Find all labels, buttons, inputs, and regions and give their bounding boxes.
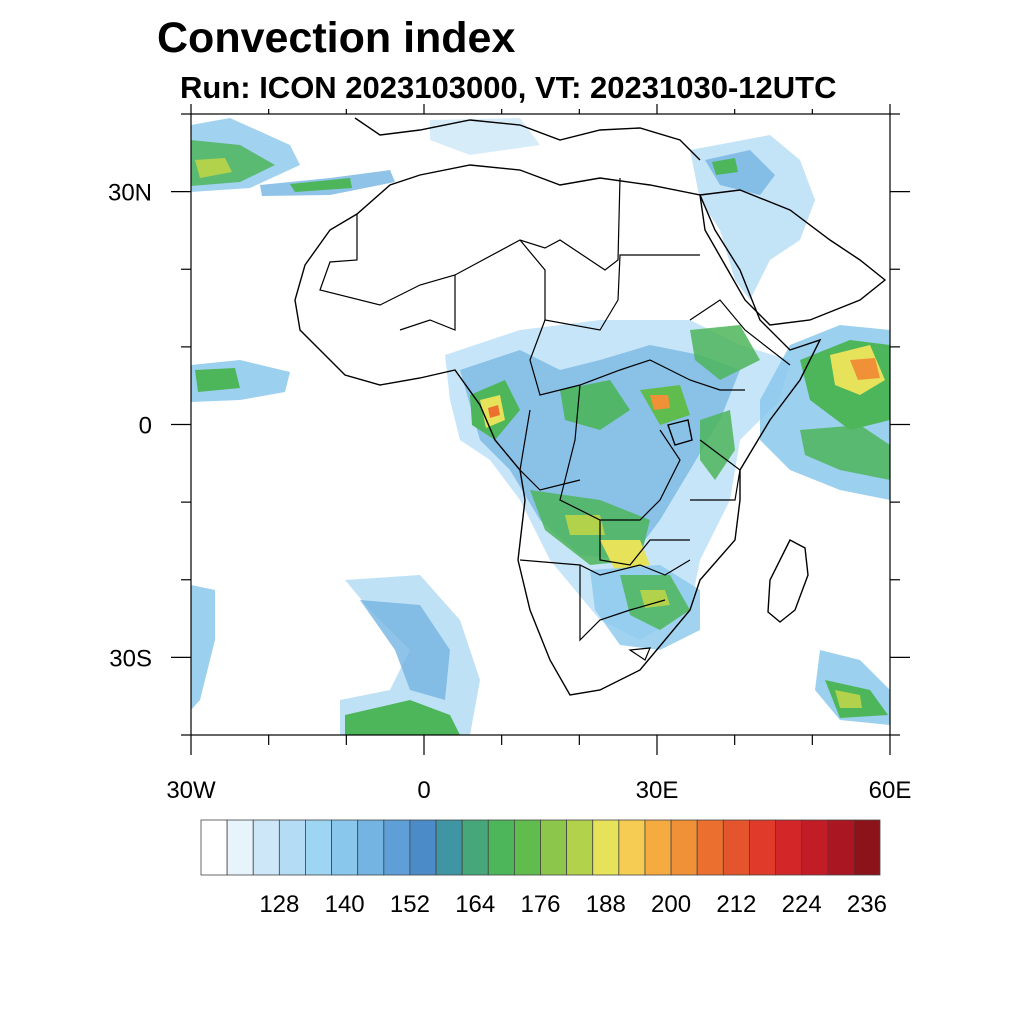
map-title: Convection index: [157, 14, 516, 62]
colorbar-swatch: [487, 819, 515, 876]
colorbar-swatch: [200, 819, 228, 876]
colorbar-swatch: [540, 819, 568, 876]
colorbar-swatch: [566, 819, 594, 876]
field-patch-north-atlantic: [191, 118, 395, 196]
lat-label: 30S: [109, 645, 152, 672]
field-patch-equatorial-atlantic: [191, 360, 290, 402]
colorbar-swatch: [775, 819, 803, 876]
colorbar-swatch: [670, 819, 698, 876]
colorbar-swatch: [618, 819, 646, 876]
colorbar-label: 176: [520, 891, 560, 918]
colorbar-swatch: [801, 819, 829, 876]
colorbar-swatch: [331, 819, 359, 876]
lat-label: 30N: [108, 180, 152, 207]
colorbar-swatch: [278, 819, 306, 876]
colorbar-swatch: [722, 819, 750, 876]
colorbar-label: 152: [390, 891, 430, 918]
colorbar-swatch: [409, 819, 437, 876]
colorbar-label: 200: [651, 891, 691, 918]
field-patch-middle-east: [430, 118, 815, 300]
colorbar-label: 140: [325, 891, 365, 918]
colorbar-swatch: [461, 819, 489, 876]
europe-coastline: [354, 117, 701, 161]
lake-victoria: [667, 419, 693, 446]
colorbar-swatch: [513, 819, 541, 876]
lon-label: 60E: [869, 777, 912, 804]
madagascar-coastline: [767, 539, 809, 623]
lat-labels: 30N 0 30S: [108, 180, 152, 673]
lon-label: 30E: [636, 777, 679, 804]
colorbar-swatch: [696, 819, 724, 876]
colorbar-swatch: [827, 819, 855, 876]
convection-field: [191, 118, 890, 735]
lon-label: 30W: [166, 777, 216, 804]
coastlines: [294, 117, 887, 696]
colorbar-label: 164: [455, 891, 495, 918]
colorbar: [200, 819, 881, 876]
lat-label: 0: [139, 413, 152, 440]
colorbar-label: 188: [586, 891, 626, 918]
country-borders: [319, 177, 791, 661]
colorbar-swatch: [644, 819, 672, 876]
colorbar-swatch: [226, 819, 254, 876]
africa-coastline: [294, 164, 822, 696]
colorbar-labels: 128 140 152 164 176 188 200 212 224 236: [259, 891, 887, 918]
colorbar-swatch: [592, 819, 620, 876]
colorbar-swatch: [305, 819, 332, 876]
colorbar-swatch: [853, 819, 881, 876]
colorbar-swatch: [383, 819, 411, 876]
axis-ticks: [171, 104, 910, 755]
arabia-coastline: [699, 189, 887, 326]
run-subtitle: Run: ICON 2023103000, VT: 20231030-12UTC: [180, 70, 837, 105]
field-patch-central-africa: [445, 320, 790, 640]
colorbar-swatch: [252, 819, 280, 876]
lon-labels: 30W 0 30E 60E: [166, 777, 911, 804]
field-patch-south-atlantic: [191, 575, 480, 735]
colorbar-label: 128: [259, 891, 299, 918]
lon-label: 0: [417, 777, 430, 804]
colorbar-label: 224: [782, 891, 822, 918]
field-patch-indian-ocean: [760, 325, 890, 725]
colorbar-swatch: [357, 819, 385, 876]
colorbar-label: 212: [716, 891, 756, 918]
colorbar-swatch: [749, 819, 776, 876]
colorbar-label: 236: [847, 891, 887, 918]
colorbar-swatch: [435, 819, 463, 876]
